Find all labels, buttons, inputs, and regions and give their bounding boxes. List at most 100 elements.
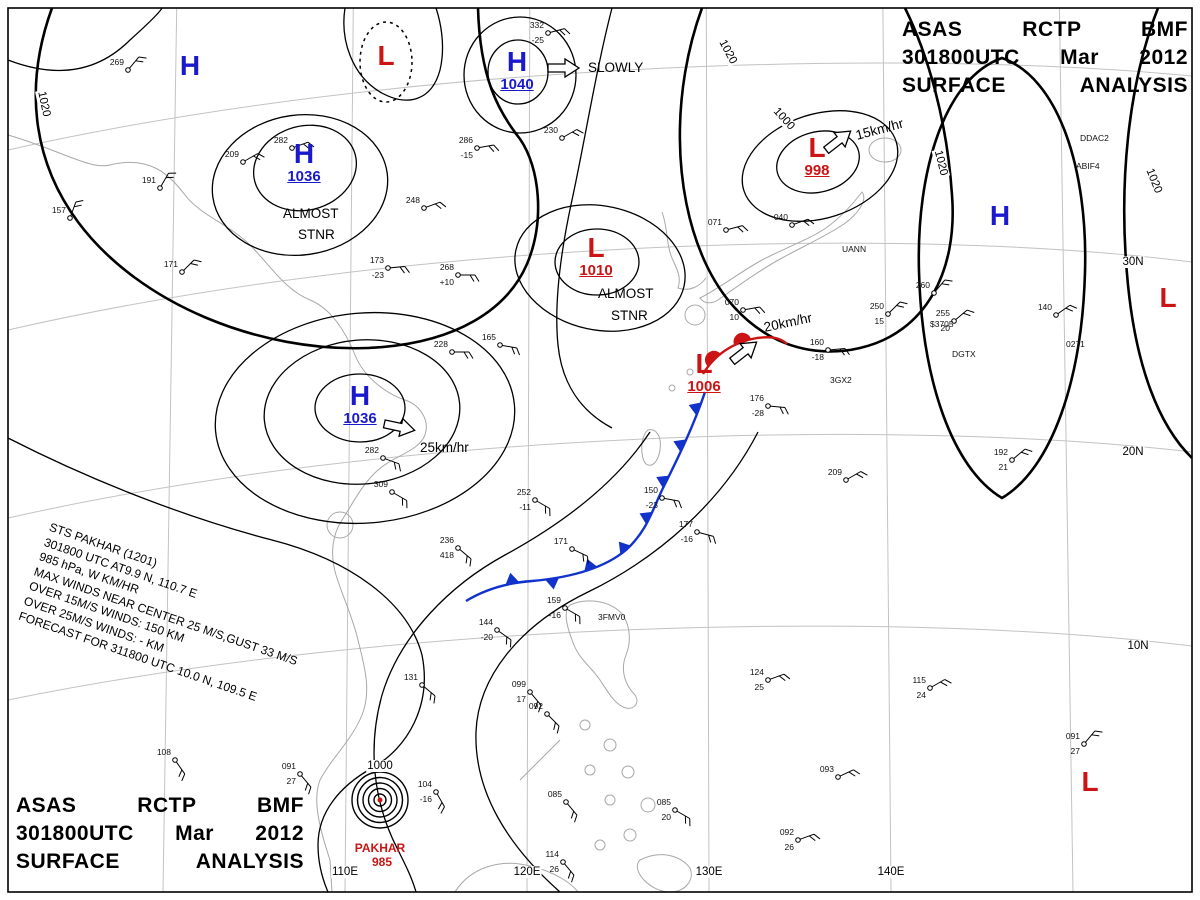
station-plot: 091 27 xyxy=(282,761,312,795)
station-value-upper: 171 xyxy=(164,259,178,269)
station-circle xyxy=(789,222,795,228)
title-line-2: 301800UTC Mar 2012 xyxy=(16,821,304,845)
coastline-kyushu xyxy=(684,304,706,326)
wind-barb xyxy=(799,833,821,842)
barb-tick xyxy=(673,499,678,508)
barb-tick xyxy=(538,704,542,713)
pressure-center-h: H 1036 xyxy=(343,382,376,427)
coastline-taiwan xyxy=(641,429,661,466)
barb-shaft xyxy=(769,673,785,680)
warm-front-semicircle xyxy=(733,332,751,345)
station-plot: 255 20 xyxy=(936,308,975,333)
barb-tick xyxy=(564,28,571,35)
cyclone-ring-pressure-label: 1000 xyxy=(366,760,394,772)
coastline-asia-mainland xyxy=(7,134,427,893)
barb-tick xyxy=(807,218,815,225)
station-circle xyxy=(563,799,569,805)
barb-tick xyxy=(559,29,566,36)
station-value-upper: 040 xyxy=(774,212,788,222)
station-plot: 131 xyxy=(404,672,436,704)
grid-meridian xyxy=(705,7,710,893)
station-value-lower: -25 xyxy=(532,35,545,45)
barb-shaft xyxy=(160,173,169,187)
pressure-center-h: H 1040 xyxy=(500,48,533,93)
barb-tick xyxy=(856,473,864,479)
station-plot: 286 -15 xyxy=(459,135,500,160)
barb-shaft xyxy=(536,500,550,509)
isobar-high-1036s-mid xyxy=(263,339,461,485)
cyclone-center-dot xyxy=(377,797,383,803)
station-circle xyxy=(449,349,455,355)
pressure-symbol: L xyxy=(587,232,605,263)
pressure-center-l: L xyxy=(1159,284,1176,312)
grid-parallel xyxy=(7,242,1193,331)
barb-shaft xyxy=(934,279,946,292)
barb-shaft xyxy=(563,129,577,138)
wind-barb xyxy=(498,630,512,648)
station-value-upper: 108 xyxy=(157,747,171,757)
pressure-symbol: H xyxy=(179,50,201,81)
barb-shaft xyxy=(676,810,690,819)
station-circle xyxy=(1081,741,1087,747)
wind-barb xyxy=(459,548,472,567)
isobar-low-dashed xyxy=(359,21,413,103)
station-circle xyxy=(421,205,427,211)
station-circle xyxy=(179,269,185,275)
station-value-upper: 269 xyxy=(110,57,124,67)
barb-tick xyxy=(493,144,500,152)
station-value-upper: 236 xyxy=(440,535,454,545)
station-value-upper: 332 xyxy=(530,20,544,30)
station-plot: 092 26 xyxy=(780,827,821,852)
barb-tick xyxy=(469,274,475,282)
barb-shaft xyxy=(549,28,565,33)
barb-shaft xyxy=(563,863,575,876)
barb-tick xyxy=(808,835,816,842)
station-circle xyxy=(544,711,550,717)
wind-barb xyxy=(1084,730,1103,743)
barb-tick xyxy=(813,833,821,840)
coastline-ryukyu xyxy=(668,384,676,392)
wind-barb xyxy=(384,458,402,472)
station-value-lower: -18 xyxy=(812,352,825,362)
barb-tick xyxy=(549,508,551,517)
barb-tick xyxy=(571,874,575,883)
station-plot: 171 xyxy=(554,536,589,564)
barb-shaft xyxy=(889,301,901,313)
barb-shaft xyxy=(744,306,760,311)
barb-shaft xyxy=(769,405,785,408)
barb-tick xyxy=(940,681,948,687)
station-plot: 140 xyxy=(1038,302,1078,318)
barb-tick xyxy=(944,679,952,684)
coastline-hokkaido xyxy=(868,137,902,163)
grid-parallel xyxy=(7,625,1193,701)
title-line-2: 301800UTC Mar 2012 xyxy=(902,45,1188,69)
station-plot: 0271 xyxy=(1066,339,1085,349)
barb-tick xyxy=(178,769,183,778)
station-plot: 092 xyxy=(529,701,560,734)
station-id-text: DGTX xyxy=(952,349,976,359)
cold-front-pips xyxy=(505,402,702,590)
coastline-ryukyu xyxy=(686,368,694,376)
station-value-upper: 176 xyxy=(750,393,764,403)
station-plot: DGTX xyxy=(952,349,976,359)
barb-tick xyxy=(253,155,261,161)
station-plot: 309 xyxy=(374,479,408,509)
station-circle xyxy=(157,185,163,191)
wind-barb xyxy=(160,172,177,187)
station-circle xyxy=(562,605,568,611)
station-plot: 173 -23 xyxy=(370,255,410,280)
barb-shaft xyxy=(384,458,400,465)
barb-tick xyxy=(440,806,445,814)
isobar-north-small xyxy=(343,7,444,101)
title-line-3: SURFACE ANALYSIS xyxy=(902,73,1188,97)
station-value-upper: 091 xyxy=(1066,731,1080,741)
station-value-lower: -15 xyxy=(461,150,474,160)
coastline-island xyxy=(623,828,637,842)
map-border xyxy=(7,7,1193,893)
pressure-center-h: H xyxy=(990,202,1010,230)
barb-tick xyxy=(678,500,683,509)
barb-tick xyxy=(553,722,556,731)
station-id-text: 3GX2 xyxy=(830,375,852,385)
barb-tick xyxy=(742,225,749,232)
barb-tick xyxy=(944,279,953,282)
